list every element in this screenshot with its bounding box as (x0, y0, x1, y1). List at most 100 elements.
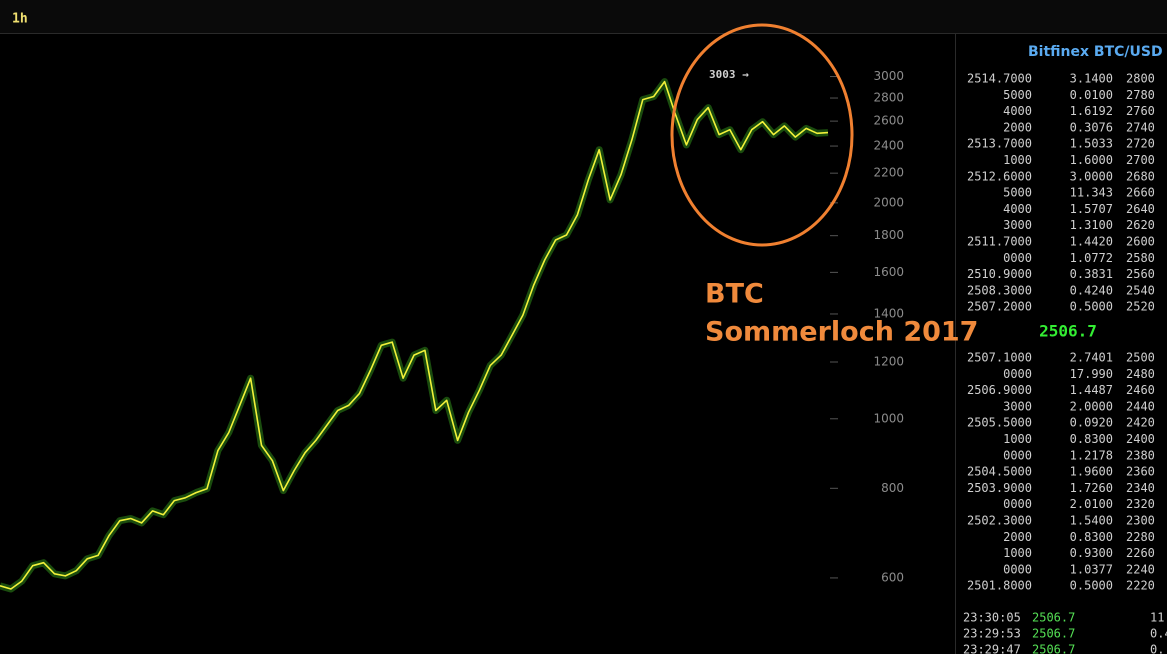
depth-level: 2460 (1126, 383, 1155, 397)
y-tick-label: 2000 (873, 195, 904, 209)
book-amount: 2.0100 (1070, 497, 1113, 511)
y-tick-label: 1600 (873, 265, 904, 279)
book-amount: 1.5707 (1070, 202, 1113, 216)
book-price: 2507.1000 (967, 351, 1032, 365)
y-tick-label: 2800 (873, 91, 904, 105)
trade-amount: 11 (1150, 611, 1164, 625)
depth-level: 2660 (1126, 186, 1155, 200)
depth-level: 2580 (1126, 251, 1155, 265)
depth-level: 2720 (1126, 137, 1155, 151)
depth-level: 2680 (1126, 169, 1155, 183)
annotation: BTC (705, 279, 764, 310)
depth-level: 2500 (1126, 351, 1155, 365)
book-amount: 0.8300 (1070, 530, 1113, 544)
book-price: 1000 (1003, 153, 1032, 167)
book-title: Bitfinex BTC/USD (1028, 44, 1163, 60)
y-tick-label: 1400 (873, 306, 904, 320)
annotation: Sommerloch 2017 (705, 317, 978, 348)
book-price: 0000 (1003, 562, 1032, 576)
book-price: 2504.5000 (967, 465, 1032, 479)
book-price: 0000 (1003, 367, 1032, 381)
depth-level: 2760 (1126, 104, 1155, 118)
book-amount: 0.5000 (1070, 579, 1113, 593)
book-price: 0000 (1003, 251, 1032, 265)
depth-level: 2600 (1126, 235, 1155, 249)
book-price: 0000 (1003, 448, 1032, 462)
book-price: 2507.2000 (967, 300, 1032, 314)
y-tick-label: 3000 (873, 69, 904, 83)
trade-price: 2506.7 (1032, 627, 1075, 641)
book-amount: 17.990 (1070, 367, 1113, 381)
y-tick-label: 800 (881, 481, 904, 495)
interval-button[interactable]: 1h (12, 12, 28, 27)
depth-level: 2400 (1126, 432, 1155, 446)
book-amount: 0.3831 (1070, 267, 1113, 281)
highlight-ellipse (670, 23, 854, 247)
book-price: 2506.9000 (967, 383, 1032, 397)
depth-level: 2320 (1126, 497, 1155, 511)
toolbar (0, 0, 1167, 33)
depth-level: 2380 (1126, 448, 1155, 462)
y-tick-label: 1200 (873, 354, 904, 368)
y-tick-label: 2200 (873, 166, 904, 180)
book-amount: 2.7401 (1070, 351, 1113, 365)
book-amount: 2.0000 (1070, 399, 1113, 413)
book-price: 0000 (1003, 497, 1032, 511)
book-price: 2511.7000 (967, 235, 1032, 249)
price-line (0, 80, 829, 590)
depth-level: 2240 (1126, 562, 1155, 576)
book-price: 2508.3000 (967, 283, 1032, 297)
depth-level: 2260 (1126, 546, 1155, 560)
price-chart: 600 800 1000 1200 1400 1600 1800 2000 2200 2400 26… (0, 69, 904, 593)
depth-level: 2420 (1126, 416, 1155, 430)
book-price: 2510.9000 (967, 267, 1032, 281)
book-amount: 3.1400 (1070, 72, 1113, 86)
book-price: 2000 (1003, 530, 1032, 544)
book-amount: 0.0100 (1070, 88, 1113, 102)
book-amount: 3.0000 (1070, 169, 1113, 183)
y-tick-label: 2400 (873, 139, 904, 153)
y-tick-label: 1000 (873, 411, 904, 425)
book-price: 4000 (1003, 104, 1032, 118)
trade-price: 2506.7 (1032, 643, 1075, 654)
book-amount: 1.4420 (1070, 235, 1113, 249)
depth-level: 2280 (1126, 530, 1155, 544)
depth-level: 2620 (1126, 218, 1155, 232)
book-amount: 1.0772 (1070, 251, 1113, 265)
depth-level: 2740 (1126, 120, 1155, 134)
book-price: 2505.5000 (967, 416, 1032, 430)
last-price: 2506.7 (1039, 322, 1097, 341)
book-amount: 1.6192 (1070, 104, 1113, 118)
book-price: 2503.9000 (967, 481, 1032, 495)
book-amount: 0.4240 (1070, 283, 1113, 297)
depth-level: 2540 (1126, 283, 1155, 297)
depth-level: 2700 (1126, 153, 1155, 167)
book-amount: 1.5033 (1070, 137, 1113, 151)
depth-level: 2440 (1126, 399, 1155, 413)
depth-level: 2780 (1126, 88, 1155, 102)
depth-level: 2520 (1126, 300, 1155, 314)
book-amount: 1.4487 (1070, 383, 1113, 397)
depth-level: 2220 (1126, 579, 1155, 593)
depth-level: 2360 (1126, 465, 1155, 479)
y-tick-label: 2600 (873, 114, 904, 128)
trade-time: 23:29:53 (963, 627, 1021, 641)
book-amount: 1.7260 (1070, 481, 1113, 495)
book-price: 1000 (1003, 546, 1032, 560)
book-price: 5000 (1003, 186, 1032, 200)
book-amount: 0.8300 (1070, 432, 1113, 446)
book-price: 3000 (1003, 399, 1032, 413)
book-amount: 1.0377 (1070, 562, 1113, 576)
book-amount: 1.3100 (1070, 218, 1113, 232)
book-amount: 0.9300 (1070, 546, 1113, 560)
depth-level: 2480 (1126, 367, 1155, 381)
book-amount: 1.9600 (1070, 465, 1113, 479)
trade-amount: 0. (1150, 643, 1164, 654)
depth-level: 2640 (1126, 202, 1155, 216)
depth-level: 2340 (1126, 481, 1155, 495)
book-price: 2513.7000 (967, 137, 1032, 151)
trade-time: 23:30:05 (963, 611, 1021, 625)
depth-level: 2300 (1126, 514, 1155, 528)
order-book: 2514.7000 3.1400 2800 5000 0.0100 2780 4000 1.6… (963, 72, 1167, 654)
